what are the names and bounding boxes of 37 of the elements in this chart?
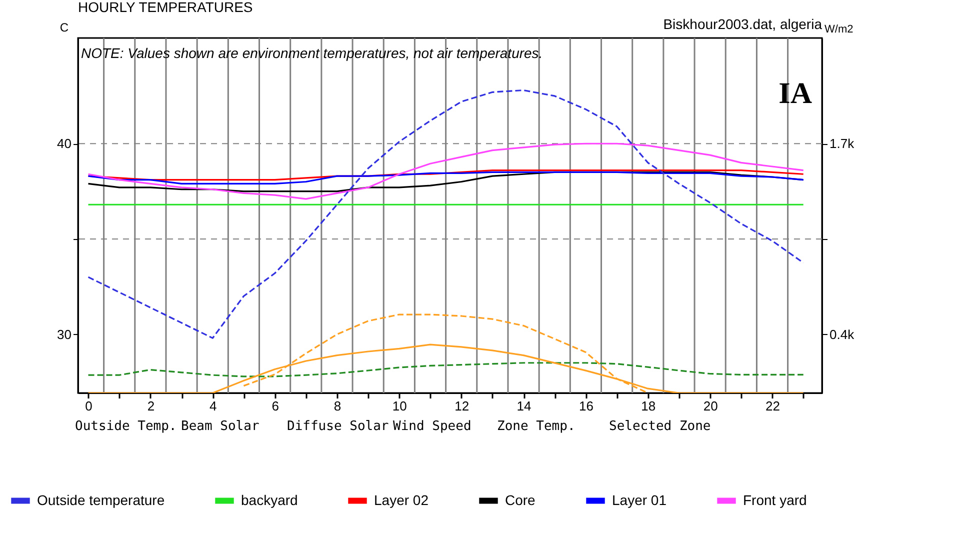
text: Outside Temp. <box>75 419 177 434</box>
legend-label: backyard <box>241 492 298 508</box>
annotation: NOTE: Values shown are environment temperatures, not air temperatures. <box>81 45 543 61</box>
y2-axis-title: W/m2 <box>824 24 854 36</box>
x-tick-label: 0 <box>85 398 92 414</box>
text: Biskhour2003.dat, algeria <box>663 16 822 32</box>
annotation: IA <box>778 77 812 110</box>
x-tick-label: 18 <box>641 398 656 414</box>
legend-label: Core <box>505 492 536 508</box>
x-tick-label: 12 <box>454 398 470 414</box>
text: Wind Speed <box>393 419 472 434</box>
text: Zone Temp. <box>497 419 576 434</box>
y2-tick-label: 0.4k <box>830 326 855 342</box>
x-tick-label: 22 <box>766 398 780 414</box>
x-tick-label: 16 <box>578 398 594 414</box>
legend-label: Outside temperature <box>37 492 165 508</box>
x-tick-label: 20 <box>703 398 718 414</box>
y-tick-label: 30 <box>57 326 72 342</box>
line-series <box>87 142 804 200</box>
text: Selected Zone <box>609 419 711 434</box>
text: Diffuse Solar <box>287 419 389 434</box>
x-tick-label: 8 <box>334 398 342 414</box>
line-series <box>87 171 804 184</box>
legend-label: Layer 01 <box>612 492 667 508</box>
legend-label: Layer 02 <box>374 492 429 508</box>
legend-label: Front yard <box>743 492 807 508</box>
chart-title: HOURLY TEMPERATURES <box>78 0 253 15</box>
x-tick-label: 10 <box>392 398 407 414</box>
y-tick-label: 40 <box>57 136 72 152</box>
x-tick-label: 6 <box>272 398 279 414</box>
text: Beam Solar <box>181 419 260 434</box>
x-tick-label: 4 <box>210 398 217 414</box>
y2-tick-label: 1.7k <box>830 136 855 152</box>
y-axis-title: C <box>60 20 69 34</box>
line-series <box>87 362 804 378</box>
x-tick-label: 2 <box>147 398 155 414</box>
x-tick-label: 14 <box>516 398 532 414</box>
